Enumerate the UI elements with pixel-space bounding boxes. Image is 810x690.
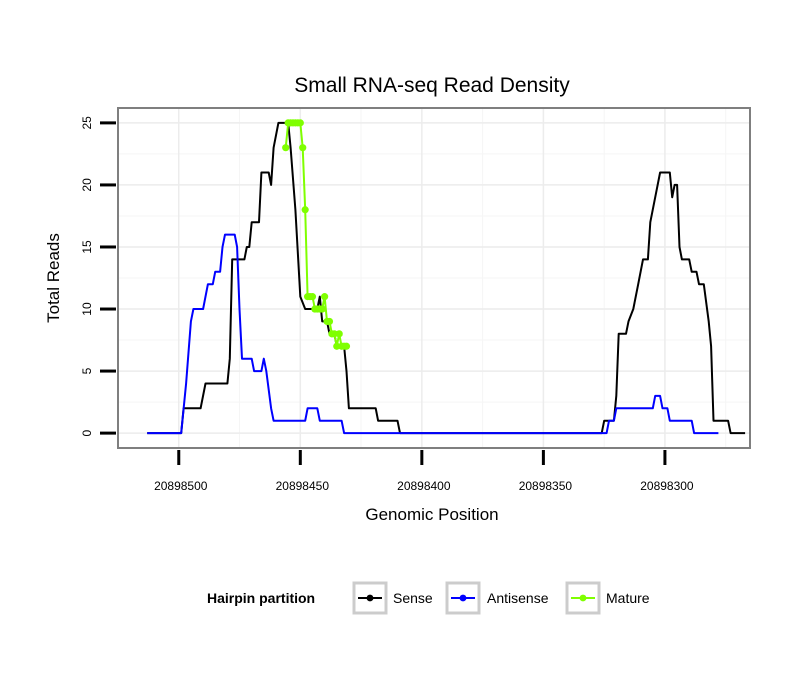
mature-data-point [296, 119, 304, 127]
legend-key-point [579, 594, 587, 602]
mature-data-point [318, 305, 326, 313]
y-tick-label: 0 [80, 429, 94, 436]
legend-label: Sense [393, 590, 433, 606]
legend-title: Hairpin partition [207, 590, 315, 606]
series-line-sense [147, 121, 746, 435]
legend-entry-sense: Sense [352, 581, 433, 615]
legend-key-point [459, 594, 467, 602]
x-axis-title: Genomic Position [365, 505, 498, 524]
x-tick-label: 20898400 [397, 479, 451, 493]
x-axis: 20898500 20898450 20898400 20898350 20898300 [154, 450, 694, 493]
mature-data-point [335, 330, 343, 338]
legend-label: Mature [606, 590, 650, 606]
x-tick-label: 20898500 [154, 479, 208, 493]
legend-entry-mature: Mature [565, 581, 650, 615]
x-tick-label: 20898450 [276, 479, 330, 493]
legend-entry-antisense: Antisense [445, 581, 549, 615]
y-tick-label: 15 [80, 240, 94, 254]
x-tick-label: 20898350 [519, 479, 573, 493]
mature-data-point [325, 317, 334, 326]
mature-data-point [282, 144, 290, 152]
legend: Hairpin partition Sense Antisense Mature [207, 581, 650, 615]
legend-label: Antisense [487, 590, 549, 606]
mature-points-layer [282, 119, 351, 350]
gridlines [119, 109, 749, 447]
y-tick-label: 10 [80, 302, 94, 316]
y-tick-label: 5 [80, 367, 94, 374]
y-axis: 0 5 10 15 20 25 [80, 116, 116, 436]
mature-data-point [299, 144, 307, 152]
legend-key-point [366, 594, 374, 602]
x-tick-label: 20898300 [640, 479, 694, 493]
y-axis-title: Total Reads [44, 233, 63, 323]
mature-data-point [321, 293, 329, 301]
chart-title: Small RNA-seq Read Density [294, 74, 570, 97]
series-line-antisense [147, 233, 719, 435]
mature-data-point [308, 293, 317, 301]
y-tick-label: 20 [80, 178, 94, 192]
mature-data-point [342, 342, 351, 350]
y-tick-label: 25 [80, 116, 94, 130]
series-layer [147, 121, 746, 435]
mature-data-point [301, 206, 309, 214]
